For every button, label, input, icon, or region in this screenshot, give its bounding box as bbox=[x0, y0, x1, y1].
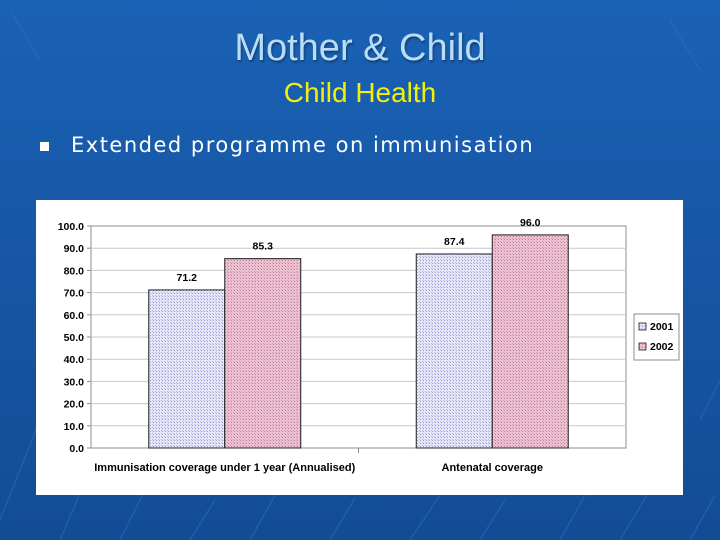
data-label: 85.3 bbox=[253, 241, 274, 253]
legend-box bbox=[633, 313, 680, 361]
chart-panel: 0.0 10.0 20.0 30.0 40.0 50.0 60.0 70.0 80.0 90.0 1… bbox=[36, 200, 683, 495]
y-tick-label: 100.0 bbox=[58, 221, 84, 233]
bar-2001 bbox=[415, 253, 493, 449]
legend-swatch-2001 bbox=[638, 322, 647, 331]
data-label: 87.4 bbox=[444, 236, 465, 248]
slide-subtitle: Child Health bbox=[283, 77, 437, 108]
legend-label: 2001 bbox=[650, 321, 674, 333]
bullet-item: Extended programme on immunisation bbox=[40, 128, 534, 162]
bar-2002 bbox=[224, 258, 302, 449]
legend-label: 2002 bbox=[650, 341, 674, 353]
category-label: Antenatal coverage bbox=[442, 462, 543, 474]
y-tick-label: 10.0 bbox=[64, 421, 85, 433]
category-label: Immunisation coverage under 1 year (Annu… bbox=[94, 462, 355, 474]
data-label: 96.0 bbox=[520, 217, 541, 229]
y-tick-label: 30.0 bbox=[64, 376, 85, 388]
legend-swatch-2002 bbox=[638, 342, 647, 351]
y-tick-label: 50.0 bbox=[64, 332, 85, 344]
bar-2002 bbox=[491, 234, 569, 449]
data-label: 71.2 bbox=[177, 272, 198, 284]
bar-chart: 0.0 10.0 20.0 30.0 40.0 50.0 60.0 70.0 80.0 90.0 1… bbox=[58, 217, 680, 474]
slide-title: Mother & Child bbox=[234, 27, 486, 69]
y-tick-label: 70.0 bbox=[64, 288, 85, 300]
y-tick-label: 90.0 bbox=[64, 243, 85, 255]
y-tick-label: 80.0 bbox=[64, 265, 85, 277]
bar-2001 bbox=[148, 289, 226, 449]
y-tick-label: 40.0 bbox=[64, 354, 85, 366]
y-tick-label: 0.0 bbox=[69, 443, 84, 455]
bullet-square-icon bbox=[40, 141, 49, 151]
bullet-text: Extended programme on immunisation bbox=[71, 133, 535, 157]
y-tick-label: 60.0 bbox=[64, 310, 85, 322]
y-tick-label: 20.0 bbox=[64, 399, 85, 411]
